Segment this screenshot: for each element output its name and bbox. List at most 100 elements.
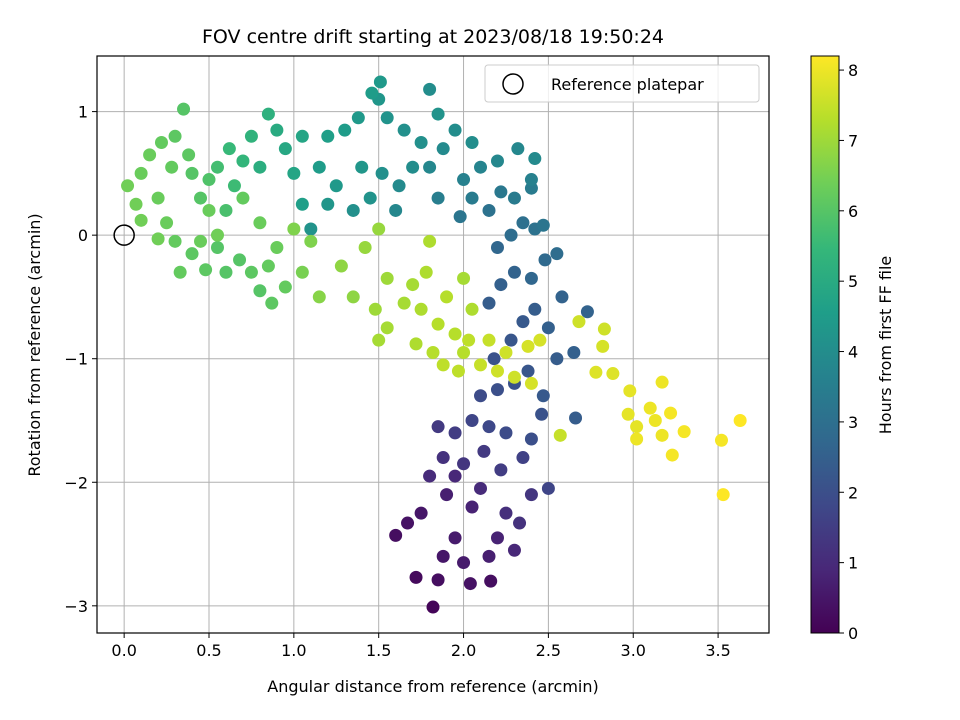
data-point xyxy=(524,173,538,187)
data-point xyxy=(490,531,504,545)
data-point xyxy=(202,173,216,187)
data-point xyxy=(436,142,450,156)
data-point xyxy=(143,148,157,162)
data-point xyxy=(202,203,216,217)
data-point xyxy=(389,203,403,217)
data-point xyxy=(355,160,369,174)
data-point xyxy=(482,420,496,434)
data-point xyxy=(448,531,462,545)
colorbar-tick-label: 6 xyxy=(848,202,858,221)
colorbar: 0 1 2 3 4 5 6 7 8 Hours from first FF file xyxy=(810,55,895,643)
data-point xyxy=(541,481,555,495)
data-point xyxy=(199,263,213,277)
data-point xyxy=(312,160,326,174)
data-point xyxy=(494,185,508,199)
data-point xyxy=(733,413,747,427)
data-point xyxy=(401,516,415,530)
colorbar-tick-label: 0 xyxy=(848,624,858,643)
data-point xyxy=(572,315,586,329)
data-point xyxy=(236,154,250,168)
data-point xyxy=(453,210,467,224)
data-point xyxy=(380,271,394,285)
data-point xyxy=(482,203,496,217)
data-point xyxy=(154,135,168,149)
colorbar-tick-label: 2 xyxy=(848,483,858,502)
data-point xyxy=(358,241,372,255)
data-point xyxy=(233,253,247,267)
data-point xyxy=(457,271,471,285)
legend: Reference platepar xyxy=(484,64,760,103)
data-point xyxy=(499,506,513,520)
data-point xyxy=(414,302,428,316)
data-point xyxy=(372,333,386,347)
grid-lines xyxy=(97,56,769,633)
reference-platepar-marker xyxy=(113,224,135,246)
colorbar-tick-label: 4 xyxy=(848,343,858,362)
data-point xyxy=(504,228,518,242)
colorbar-gradient xyxy=(810,55,840,634)
data-point xyxy=(177,102,191,116)
data-point xyxy=(597,322,611,336)
x-tick-label: 2.0 xyxy=(451,641,476,660)
data-point xyxy=(550,247,564,261)
data-point xyxy=(524,432,538,446)
legend-entry-label: Reference platepar xyxy=(551,75,704,94)
data-point xyxy=(375,166,389,180)
data-point xyxy=(541,321,555,335)
data-point xyxy=(436,358,450,372)
data-point xyxy=(431,107,445,121)
data-point xyxy=(312,290,326,304)
data-point xyxy=(372,222,386,236)
data-point xyxy=(716,488,730,502)
data-point xyxy=(484,574,498,588)
data-point xyxy=(253,216,267,230)
data-point xyxy=(440,290,454,304)
data-point xyxy=(334,259,348,273)
data-point xyxy=(487,352,501,366)
data-point xyxy=(397,296,411,310)
data-point xyxy=(664,406,678,420)
legend-box xyxy=(484,64,760,103)
data-point xyxy=(474,358,488,372)
data-point xyxy=(321,129,335,143)
data-point xyxy=(253,160,267,174)
data-point xyxy=(194,191,208,205)
data-point xyxy=(278,280,292,294)
data-point xyxy=(630,420,644,434)
data-point xyxy=(516,216,530,230)
data-point xyxy=(168,234,182,248)
data-point xyxy=(406,278,420,292)
data-point xyxy=(623,384,637,398)
y-tick-label: −3 xyxy=(64,597,88,616)
data-point xyxy=(406,160,420,174)
data-point xyxy=(409,570,423,584)
data-point xyxy=(210,160,224,174)
colorbar-tick-label: 1 xyxy=(848,554,858,573)
x-tick-label: 0.5 xyxy=(196,641,221,660)
data-point xyxy=(528,302,542,316)
data-point xyxy=(555,290,569,304)
data-point xyxy=(219,265,233,279)
data-point xyxy=(655,375,669,389)
data-point xyxy=(236,191,250,205)
data-point xyxy=(151,191,165,205)
data-point xyxy=(596,339,610,353)
data-point xyxy=(426,600,440,614)
data-point xyxy=(173,265,187,279)
data-point xyxy=(265,296,279,310)
data-point xyxy=(553,428,567,442)
data-point xyxy=(295,265,309,279)
data-point xyxy=(448,469,462,483)
data-point xyxy=(210,228,224,242)
data-point xyxy=(655,428,669,442)
data-point xyxy=(504,333,518,347)
data-point xyxy=(346,203,360,217)
colorbar-tick-label: 8 xyxy=(848,61,858,80)
data-point xyxy=(253,284,267,298)
x-tick-label: 0.0 xyxy=(111,641,136,660)
data-point xyxy=(346,290,360,304)
data-point xyxy=(431,573,445,587)
data-point xyxy=(606,367,620,381)
y-tick-label: 1 xyxy=(78,103,88,122)
data-point xyxy=(507,370,521,384)
